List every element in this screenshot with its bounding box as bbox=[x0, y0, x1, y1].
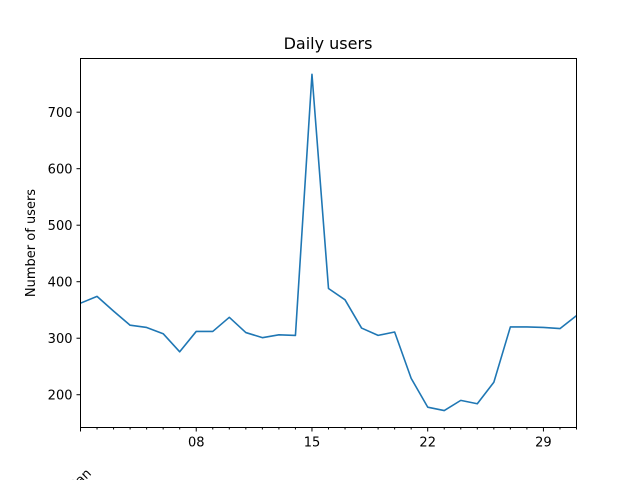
y-axis-label: Number of users bbox=[24, 189, 39, 297]
x-tick-label: 08 bbox=[188, 436, 205, 451]
chart-title: Daily users bbox=[284, 34, 373, 53]
x-axis-ticks: 08 15 22 29 bbox=[80, 427, 577, 451]
y-tick-label: 400 bbox=[48, 276, 73, 291]
x-tick-label: 15 bbox=[304, 436, 321, 451]
y-axis-ticks: 200 300 400 500 600 700 bbox=[48, 106, 81, 404]
x-tick-label: 29 bbox=[535, 436, 552, 451]
y-tick-label: 200 bbox=[48, 389, 73, 404]
series-line-daily-users bbox=[80, 73, 577, 412]
y-tick-label: 700 bbox=[48, 106, 73, 121]
x-tick-label: 22 bbox=[419, 436, 436, 451]
y-tick-label: 500 bbox=[48, 219, 73, 234]
plot-frame bbox=[80, 58, 577, 428]
x-tick-label-start-month: Jan bbox=[69, 466, 94, 480]
y-tick-label: 600 bbox=[48, 163, 73, 178]
y-tick-label: 300 bbox=[48, 332, 73, 347]
